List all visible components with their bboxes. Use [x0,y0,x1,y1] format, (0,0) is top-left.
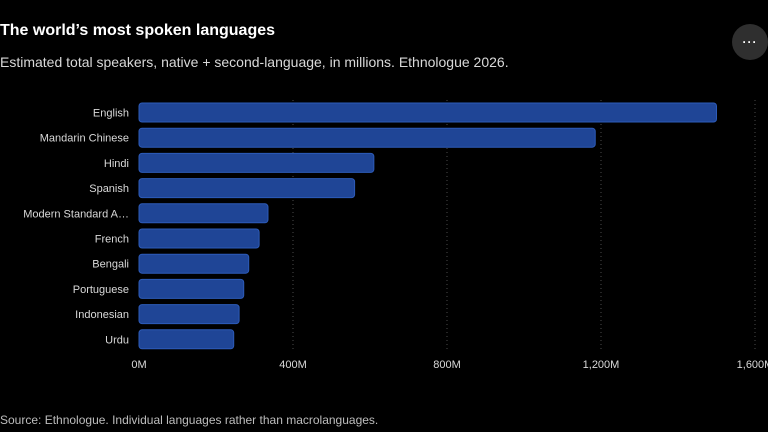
category-label: French [95,234,129,246]
bar-2 [138,127,596,148]
x-tick-label: 1,600M [737,359,768,371]
category-label: Spanish [89,183,129,195]
bar-8 [138,278,245,299]
chart-source-note: Source: Ethnologue. Individual languages… [0,413,379,427]
x-tick-label: 0M [131,359,146,371]
category-label: Indonesian [75,309,129,321]
x-tick-label: 800M [433,359,461,371]
category-label: Bengali [92,259,129,271]
bar-chart: English Mandarin Chinese Hindi Spanish Moder… [23,100,768,371]
category-label: Portuguese [73,284,129,296]
category-label: Mandarin Chinese [40,133,129,145]
chart-title: The world’s most spoken languages [0,22,276,39]
bar-6 [138,228,260,249]
category-label: Modern Standard A… [23,208,129,220]
chart-subtitle: Estimated total speakers, native + secon… [0,54,509,70]
bar-1 [138,102,717,123]
bar-10 [138,329,235,350]
bar-3 [138,152,375,173]
bar-5 [138,203,269,224]
more-options-button[interactable]: ··· [732,24,768,60]
more-horizontal-icon: ··· [742,35,758,49]
category-label: Hindi [104,158,129,170]
x-tick-label: 400M [279,359,307,371]
category-label: Urdu [105,334,129,346]
x-tick-label: 1,200M [583,359,620,371]
bar-9 [138,304,240,325]
category-label: English [93,108,129,120]
bar-4 [138,178,356,199]
bar-7 [138,253,250,274]
